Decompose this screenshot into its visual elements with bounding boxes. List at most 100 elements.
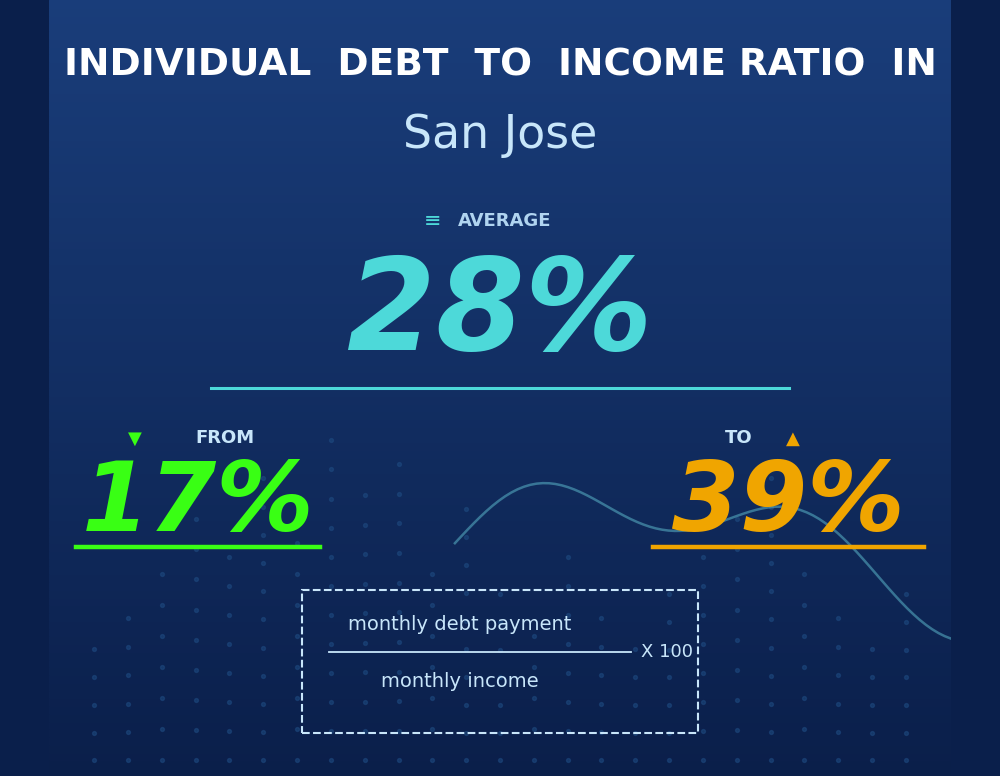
Bar bbox=[49, 171, 951, 178]
Bar bbox=[49, 737, 951, 745]
Bar bbox=[49, 256, 951, 264]
Bar bbox=[49, 528, 951, 535]
Text: San Jose: San Jose bbox=[403, 113, 597, 158]
Bar bbox=[49, 93, 951, 101]
Bar bbox=[49, 574, 951, 582]
Bar bbox=[49, 16, 951, 23]
Bar bbox=[49, 706, 951, 714]
Bar bbox=[49, 543, 951, 551]
Bar bbox=[49, 233, 951, 241]
Bar bbox=[49, 722, 951, 729]
Bar bbox=[49, 590, 951, 598]
Bar bbox=[49, 535, 951, 543]
Bar bbox=[49, 186, 951, 194]
Bar bbox=[49, 411, 951, 419]
Bar bbox=[49, 0, 951, 8]
Bar bbox=[49, 582, 951, 590]
Bar bbox=[49, 334, 951, 341]
Bar bbox=[49, 47, 951, 54]
Bar bbox=[49, 140, 951, 147]
Bar bbox=[49, 31, 951, 39]
Bar bbox=[49, 70, 951, 78]
Bar bbox=[49, 489, 951, 497]
Bar bbox=[49, 698, 951, 706]
Bar bbox=[49, 629, 951, 636]
Bar bbox=[49, 163, 951, 171]
Bar bbox=[49, 225, 951, 233]
Text: 39%: 39% bbox=[672, 458, 905, 551]
Bar bbox=[49, 404, 951, 411]
Bar bbox=[49, 295, 951, 303]
Bar bbox=[49, 605, 951, 613]
Bar bbox=[49, 435, 951, 442]
Bar bbox=[49, 210, 951, 217]
Bar bbox=[49, 419, 951, 427]
Bar bbox=[49, 303, 951, 310]
Bar bbox=[49, 660, 951, 667]
Bar bbox=[49, 349, 951, 357]
Bar bbox=[49, 760, 951, 768]
Text: monthly income: monthly income bbox=[381, 672, 538, 691]
Bar bbox=[49, 566, 951, 574]
Bar bbox=[49, 691, 951, 698]
Text: X 100: X 100 bbox=[641, 643, 693, 661]
Bar bbox=[49, 380, 951, 388]
Bar bbox=[49, 481, 951, 489]
Bar bbox=[49, 753, 951, 760]
Bar bbox=[49, 279, 951, 287]
Text: ▼: ▼ bbox=[128, 429, 142, 448]
Bar bbox=[49, 365, 951, 372]
Bar bbox=[49, 178, 951, 186]
Text: ▲: ▲ bbox=[786, 429, 800, 448]
Bar bbox=[49, 78, 951, 85]
Bar bbox=[49, 357, 951, 365]
Bar bbox=[49, 504, 951, 512]
Bar bbox=[49, 147, 951, 155]
Bar bbox=[49, 372, 951, 380]
Text: 17%: 17% bbox=[81, 458, 314, 551]
Bar bbox=[49, 194, 951, 202]
Bar bbox=[49, 644, 951, 652]
Bar bbox=[49, 248, 951, 256]
Bar bbox=[49, 497, 951, 504]
Bar bbox=[49, 101, 951, 109]
Text: AVERAGE: AVERAGE bbox=[458, 212, 551, 230]
Bar bbox=[49, 559, 951, 566]
Bar bbox=[49, 683, 951, 691]
Bar bbox=[49, 598, 951, 605]
Bar bbox=[49, 613, 951, 621]
Bar bbox=[49, 466, 951, 473]
Bar bbox=[49, 39, 951, 47]
Bar bbox=[49, 388, 951, 396]
Bar bbox=[49, 458, 951, 466]
Bar bbox=[49, 8, 951, 16]
Bar bbox=[49, 551, 951, 559]
Bar bbox=[49, 23, 951, 31]
Text: ≡: ≡ bbox=[424, 211, 441, 231]
Bar bbox=[49, 636, 951, 644]
Bar bbox=[49, 132, 951, 140]
Bar bbox=[49, 155, 951, 163]
Text: FROM: FROM bbox=[195, 429, 254, 448]
Bar bbox=[49, 241, 951, 248]
Bar bbox=[49, 714, 951, 722]
Bar bbox=[49, 124, 951, 132]
Bar bbox=[49, 729, 951, 737]
Bar bbox=[49, 520, 951, 528]
Bar bbox=[49, 272, 951, 279]
Bar bbox=[49, 512, 951, 520]
Bar bbox=[49, 202, 951, 210]
Bar bbox=[49, 287, 951, 295]
Text: 28%: 28% bbox=[347, 251, 653, 377]
Bar bbox=[49, 217, 951, 225]
Bar bbox=[49, 621, 951, 629]
Bar bbox=[49, 264, 951, 272]
Bar bbox=[49, 54, 951, 62]
Bar bbox=[49, 675, 951, 683]
Bar bbox=[49, 450, 951, 458]
Bar bbox=[49, 768, 951, 776]
Text: INDIVIDUAL  DEBT  TO  INCOME RATIO  IN: INDIVIDUAL DEBT TO INCOME RATIO IN bbox=[64, 48, 936, 84]
Bar bbox=[49, 326, 951, 334]
Bar bbox=[49, 62, 951, 70]
Bar bbox=[49, 109, 951, 116]
